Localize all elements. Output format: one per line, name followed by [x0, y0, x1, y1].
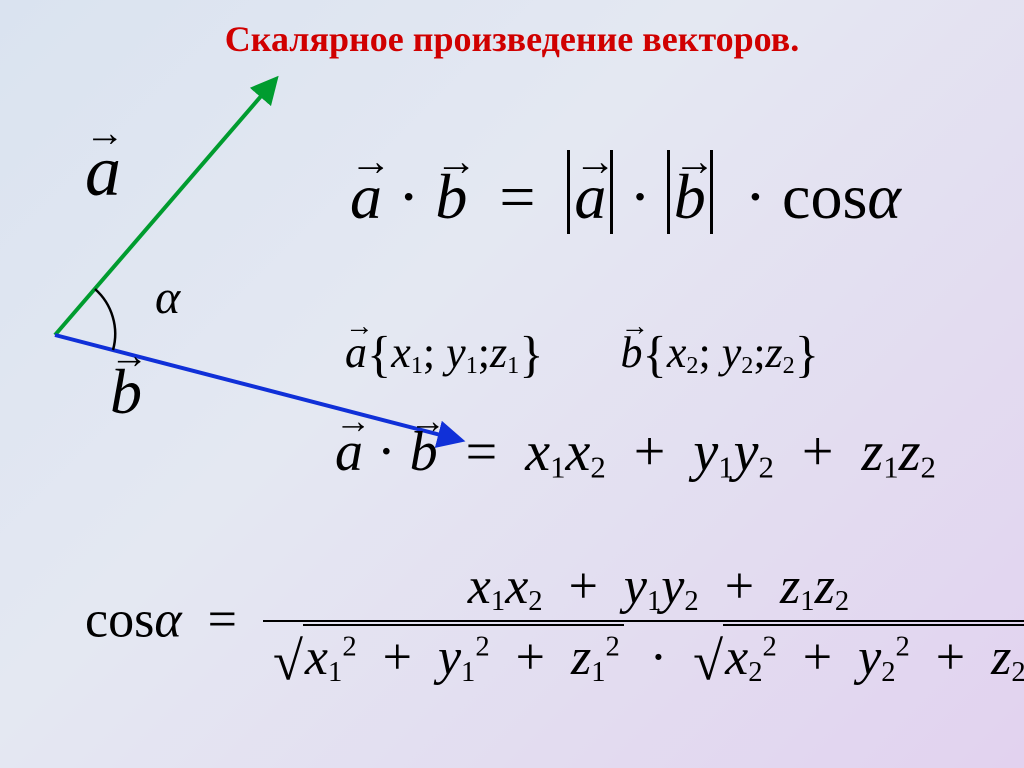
- dot-product-coordinates: →a · →b = x1x2 + y1y2 + z1z2: [335, 420, 936, 486]
- vector-coordinates: →a{x1; y1;z1} →b{x2; y2;z2}: [345, 325, 819, 383]
- angle-alpha-label: α: [155, 270, 180, 325]
- cosine-formula: cosα = x1x2 + y1y2 + z1z2 √ x12 + y12 + …: [85, 555, 1024, 695]
- vector-a-label: →a: [85, 130, 121, 213]
- dot-product-definition: →a · →b = →a · →b · cosα: [350, 150, 901, 234]
- vector-b-label: →b: [110, 355, 142, 429]
